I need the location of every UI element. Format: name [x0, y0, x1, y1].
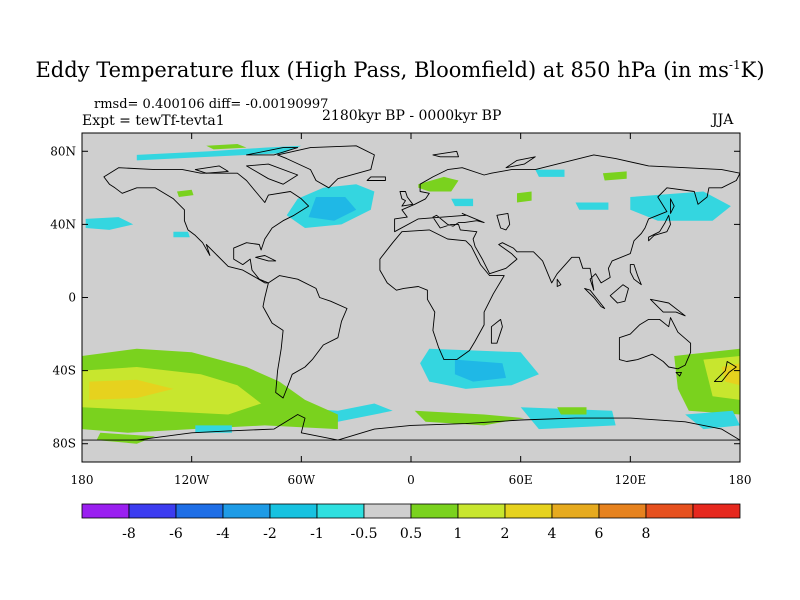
flux-region-cyan — [575, 202, 609, 210]
colorbar-swatch — [504, 503, 553, 519]
stats-label: rmsd= 0.400106 diff= -0.00190997 — [94, 97, 329, 112]
flux-region-cyan — [451, 198, 474, 207]
coastline-svalbard — [432, 150, 459, 158]
flux-region-green — [602, 171, 627, 181]
colorbar-swatch — [692, 503, 741, 519]
coastline-australia — [618, 317, 692, 370]
coastline-sakhalin — [670, 198, 675, 214]
lon-tick-label: 120E — [614, 473, 646, 487]
title-tail-text: K) — [740, 58, 765, 82]
colorbar-swatch — [81, 503, 130, 519]
colorbar-label: -8 — [122, 526, 136, 542]
flux-region-gold — [89, 379, 174, 400]
coastline-south-america — [262, 275, 348, 399]
flux-region-green — [206, 144, 247, 150]
title-exponent: -1 — [728, 58, 741, 72]
lat-tick-label: 40N — [50, 217, 76, 231]
coastline-iceland — [366, 176, 386, 181]
coastline-tasmania — [675, 371, 682, 377]
coastline-novaya-zemlya — [505, 156, 536, 169]
flux-region-cyan — [85, 217, 134, 230]
lon-tick-label: 180 — [729, 473, 752, 487]
flux-region-gold — [721, 363, 740, 386]
colorbar-label: 8 — [642, 526, 651, 542]
coastline-greenland — [277, 145, 375, 189]
flux-region-yellowgreen — [82, 367, 262, 415]
flux-region-cyan — [535, 169, 565, 177]
lat-tick-label: 0 — [68, 291, 76, 305]
colorbar-swatch — [316, 503, 365, 519]
colorbar-swatch — [457, 503, 506, 519]
colorbar-swatch — [551, 503, 600, 519]
colorbar-label: 6 — [595, 526, 604, 542]
colorbar-label: -2 — [263, 526, 277, 542]
colorbar-swatch — [222, 503, 271, 519]
coastline-baffin-island — [246, 163, 299, 185]
flux-region-cyan — [630, 191, 731, 221]
coastline-africa — [379, 229, 505, 361]
colorbar-label: -4 — [216, 526, 230, 542]
coastline-victoria-island — [194, 165, 229, 174]
lat-tick-label: 40S — [53, 364, 77, 378]
lon-tick-label: 60E — [509, 473, 533, 487]
colorbar-swatch — [598, 503, 647, 519]
colorbar-swatch — [128, 503, 177, 519]
flux-region-blue — [454, 359, 506, 382]
colorbar-swatch — [363, 503, 412, 519]
colorbar-label: 1 — [454, 526, 463, 542]
figure-title: Eddy Temperature flux (High Pass, Bloomf… — [0, 58, 800, 82]
coastline-eurasia — [394, 154, 740, 291]
coastline-ellesmere-island — [246, 147, 299, 156]
experiment-label: Expt = tewTf-tevta1 — [82, 113, 225, 129]
coastline-sri-lanka — [556, 278, 562, 287]
flux-region-cyan — [173, 231, 190, 238]
lon-tick-label: 180 — [71, 473, 94, 487]
flux-region-green — [418, 176, 459, 192]
flux-region-blue — [308, 197, 357, 221]
lat-tick-label: 80S — [53, 437, 77, 451]
colorbar-swatch — [645, 503, 694, 519]
season-label: JJA — [712, 112, 734, 128]
coastline-madagascar — [490, 318, 503, 344]
lon-tick-label: 60W — [288, 473, 316, 487]
coastline-north-america — [103, 167, 310, 284]
coastline-borneo — [609, 284, 629, 304]
flux-region-green — [177, 189, 194, 197]
flux-region-green — [557, 407, 587, 415]
longitude-axis: 180 120W 60W 0 60E 120E 180 — [71, 133, 752, 487]
lat-tick-label: 80N — [50, 144, 76, 158]
coastline-new-zealand — [713, 361, 737, 383]
colorbar-label: -6 — [169, 526, 183, 542]
flux-region-cyan — [136, 145, 302, 161]
colorbar: -8 -6 -4 -2 -1 -0.5 0.5 1 2 4 6 8 — [81, 503, 741, 542]
coastline-sumatra — [584, 287, 606, 309]
lon-tick-label: 0 — [407, 473, 415, 487]
coastline-japan — [648, 214, 671, 242]
flux-field-layer — [82, 144, 740, 444]
colorbar-swatch — [175, 503, 224, 519]
colorbar-label: 0.5 — [400, 526, 422, 542]
coastline-layer — [82, 145, 740, 441]
period-label: 2180kyr BP - 0000kyr BP — [322, 108, 502, 124]
latitude-axis: 80N 40N 0 40S 80S — [50, 144, 740, 451]
coastline-caspian-sea — [496, 212, 511, 231]
colorbar-label: -0.5 — [351, 526, 378, 542]
colorbar-swatch — [410, 503, 459, 519]
colorbar-label: -1 — [310, 526, 324, 542]
coastline-antarctica — [82, 414, 740, 441]
coastline-cuba — [255, 255, 277, 262]
title-main-text: Eddy Temperature flux (High Pass, Bloomf… — [35, 58, 729, 82]
coastline-great-britain — [399, 191, 414, 207]
coastline-philippines — [629, 264, 642, 286]
lon-tick-label: 120W — [174, 473, 210, 487]
flux-region-green — [96, 432, 156, 444]
colorbar-swatch — [269, 503, 318, 519]
colorbar-label: 2 — [501, 526, 510, 542]
coastline-new-guinea — [649, 298, 686, 317]
colorbar-label: 4 — [548, 526, 557, 542]
flux-region-green — [517, 191, 532, 203]
